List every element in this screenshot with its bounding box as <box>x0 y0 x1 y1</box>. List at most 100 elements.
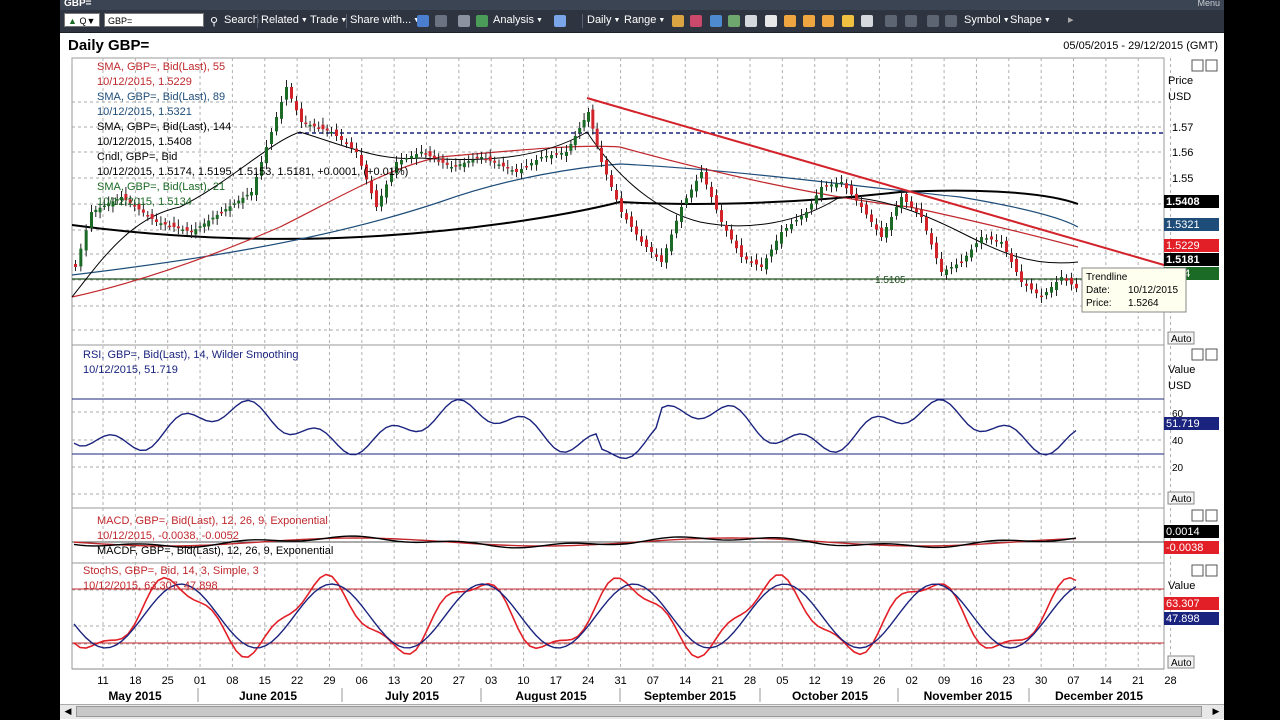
x-day-label: 31 <box>614 675 626 687</box>
legend-sma55[interactable]: SMA, GBP=, Bid(Last), 55 <box>97 61 226 73</box>
chart-type-icon[interactable] <box>476 15 488 27</box>
candle <box>770 249 773 257</box>
price-axis-title: Price <box>1168 75 1193 87</box>
legend-sma144[interactable]: SMA, GBP=, Bid(Last), 144 <box>97 121 232 133</box>
copy-icon[interactable] <box>458 15 470 27</box>
macd-close-icon[interactable] <box>1205 509 1218 522</box>
interval-menu[interactable]: Daily ▼ <box>587 14 621 26</box>
price-axis-unit: USD <box>1168 91 1191 103</box>
stoch-d-line[interactable] <box>73 583 1077 649</box>
candle <box>591 109 595 129</box>
expand-icon[interactable] <box>905 15 917 27</box>
svg-text:Auto: Auto <box>1171 494 1192 505</box>
pane-close-icon[interactable] <box>1205 59 1218 72</box>
scroll-right-icon[interactable] <box>803 15 815 27</box>
macd-min-icon[interactable] <box>1191 509 1204 522</box>
candle <box>569 144 573 151</box>
share-with-menu[interactable]: Share with...▼ <box>350 14 420 26</box>
candle <box>875 224 878 230</box>
candle <box>915 208 918 212</box>
rsi-close-icon[interactable] <box>1205 348 1218 361</box>
more-icon[interactable]: ▸ <box>1068 14 1074 26</box>
fit-icon[interactable] <box>885 15 897 27</box>
price-auto-button[interactable] <box>1167 331 1195 345</box>
sma144-line[interactable] <box>71 189 1079 240</box>
candle <box>275 117 278 132</box>
analysis-menu[interactable]: Analysis ▼ <box>493 14 543 26</box>
scroll-right-arrow-icon[interactable]: ▶ <box>1212 706 1220 716</box>
rsi-line[interactable] <box>73 398 1077 460</box>
stoch-min-icon[interactable] <box>1191 564 1204 577</box>
trendline-tooltip: Trendline Date: 10/12/2015 Price: 1.5264 <box>1081 267 1187 313</box>
sma21-line[interactable] <box>71 131 1079 298</box>
candle <box>582 120 586 128</box>
candle <box>365 164 368 180</box>
rsi-min-icon[interactable] <box>1191 348 1204 361</box>
crosshair-icon[interactable] <box>842 15 854 27</box>
date-range: 05/05/2015 - 29/12/2015 (GMT) <box>1063 40 1218 52</box>
zoom-icon[interactable] <box>822 15 834 27</box>
macd-line[interactable] <box>73 535 1077 549</box>
macdf-legend[interactable]: MACDF, GBP=, Bid(Last), 12, 26, 9, Expon… <box>97 545 334 557</box>
search-button[interactable]: ⚲ Search <box>210 14 259 28</box>
trendline[interactable] <box>586 97 1165 266</box>
x-day-label: 03 <box>485 675 497 687</box>
stoch-legend[interactable]: StochS, GBP=, Bid, 14, 3, Simple, 3 10/1… <box>83 565 259 592</box>
scroll-left-arrow-icon[interactable]: ◀ <box>64 706 72 716</box>
shape-menu[interactable]: Shape ▼ <box>1010 14 1051 26</box>
legend-sma89[interactable]: SMA, GBP=, Bid(Last), 89 <box>97 91 226 103</box>
candle <box>565 152 568 156</box>
trade-menu[interactable]: Trade ▼ <box>310 14 348 26</box>
ric-input[interactable]: GBP= <box>104 13 204 27</box>
stoch-d-tag <box>1164 612 1219 625</box>
undo-icon[interactable] <box>417 15 429 27</box>
chart-canvas[interactable]: 1.57 1.56 1.55 Price USD 1.5105 1.5408 1… <box>60 32 1224 702</box>
candle <box>176 226 180 229</box>
redo-icon[interactable] <box>435 15 447 27</box>
candle <box>1035 289 1038 294</box>
rsi-legend[interactable]: RSI, GBP=, Bid(Last), 14, Wilder Smoothi… <box>83 349 299 376</box>
horizontal-scrollbar[interactable]: ◀ ▶ <box>60 704 1224 719</box>
select-icon[interactable] <box>861 15 873 27</box>
x-day-label: 23 <box>1003 675 1015 687</box>
candle <box>1070 277 1073 285</box>
bar-chart-icon[interactable] <box>728 15 740 27</box>
symbol-menu[interactable]: Symbol ▼ <box>964 14 1010 26</box>
related-menu[interactable]: Related ▼ <box>261 14 308 26</box>
candle <box>1020 271 1023 282</box>
rsi-auto-button[interactable] <box>1167 491 1195 505</box>
scroll-left-icon[interactable] <box>784 15 796 27</box>
settings-icon[interactable] <box>745 15 757 27</box>
candle <box>1060 277 1063 281</box>
text-icon[interactable] <box>710 15 722 27</box>
candle <box>255 177 258 195</box>
stoch-close-icon[interactable] <box>1205 564 1218 577</box>
compare-icon[interactable] <box>690 15 702 27</box>
macd-legend[interactable]: MACD, GBP=, Bid(Last), 12, 26, 9, Expone… <box>97 515 334 557</box>
legend-sma21[interactable]: SMA, GBP=, Bid(Last), 21 <box>97 181 226 193</box>
candle <box>955 264 958 269</box>
legend-candle[interactable]: Cndl, GBP=, Bid <box>97 151 178 163</box>
grid-icon[interactable] <box>765 15 777 27</box>
candle <box>625 213 628 220</box>
candle <box>540 157 543 159</box>
line-chart-icon[interactable] <box>672 15 684 27</box>
svg-text:63.307: 63.307 <box>1166 598 1200 610</box>
draw-line-icon[interactable] <box>554 15 566 27</box>
sma89-line[interactable] <box>71 163 1079 276</box>
range-menu[interactable]: Range ▼ <box>624 14 666 26</box>
menu-button[interactable]: Menu <box>1197 0 1220 8</box>
svg-text:0.0014: 0.0014 <box>1166 526 1200 538</box>
stoch-auto-button[interactable] <box>1167 655 1195 669</box>
candle <box>650 247 653 252</box>
scroll-thumb[interactable] <box>76 706 1202 717</box>
candle <box>124 194 128 201</box>
candle <box>660 255 663 262</box>
pane-min-icon[interactable] <box>1191 59 1204 72</box>
arrow-icon[interactable] <box>945 15 957 27</box>
stoch-k-line[interactable] <box>73 573 1077 659</box>
arrow-up-icon[interactable] <box>927 15 939 27</box>
candle <box>710 186 713 197</box>
candle <box>237 200 241 204</box>
ric-prefix-field[interactable]: ▲ Q▼ <box>64 13 100 27</box>
